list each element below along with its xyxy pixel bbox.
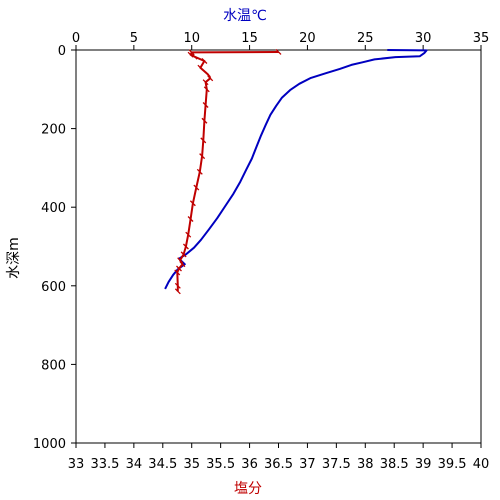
salinity-point-marker: [179, 261, 186, 268]
temperature-tick-label: 25: [357, 31, 374, 46]
salinity-tick-label: 34.5: [148, 457, 177, 472]
temperature-tick-label: 0: [72, 31, 80, 46]
salinity-tick-label: 33.5: [90, 457, 119, 472]
depth-axis-title: 水深m: [6, 237, 22, 279]
salinity-tick-label: 38.5: [380, 457, 409, 472]
salinity-tick-label: 37.5: [322, 457, 351, 472]
salinity-tick-label: 35.5: [206, 457, 235, 472]
salinity-point-marker: [182, 243, 189, 250]
salinity-point-marker: [174, 282, 181, 289]
salinity-point-marker: [275, 49, 282, 55]
salinity-tick-label: 36: [241, 457, 258, 472]
plot-frame: [75, 49, 482, 444]
depth-tick-label: 600: [41, 280, 66, 295]
salinity-tick-label: 39: [415, 457, 432, 472]
temperature-axis-title: 水温℃: [223, 8, 267, 24]
temperature-axis: 0 5 10 15 20 25 30 35: [72, 31, 489, 50]
salinity-point-marker: [202, 79, 209, 86]
salinity-point-marker: [185, 231, 192, 238]
salinity-point-marker: [187, 51, 194, 58]
salinity-tick-label: 35: [183, 457, 200, 472]
temperature-tick-label: 20: [299, 31, 316, 46]
salinity-axis-title: 塩分: [234, 481, 262, 497]
salinity-tick-label: 38: [357, 457, 374, 472]
temperature-tick-label: 15: [241, 31, 258, 46]
series-layer: [164, 49, 428, 295]
salinity-tick-label: 34: [126, 457, 143, 472]
temperature-tick-label: 30: [415, 31, 432, 46]
salinity-point-marker: [187, 216, 194, 222]
salinity-tick-label: 37: [299, 457, 316, 472]
salinity-point-marker: [201, 117, 208, 124]
salinity-point-marker: [180, 251, 187, 258]
depth-tick-label: 0: [58, 44, 66, 59]
salinity-point-marker: [200, 137, 207, 144]
salinity-tick-label: 36.5: [264, 457, 293, 472]
salinity-point-marker: [197, 64, 204, 71]
salinity-point-marker: [177, 257, 184, 264]
salinity-point-marker: [203, 86, 210, 93]
salinity-point-marker: [189, 200, 196, 207]
depth-tick-label: 1000: [33, 437, 66, 452]
salinity-point-marker: [193, 184, 200, 191]
salinity-point-marker: [176, 265, 182, 272]
salinity-point-marker: [174, 269, 181, 276]
temperature-tick-label: 35: [473, 31, 490, 46]
salinity-point-marker: [196, 168, 203, 175]
salinity-profile-line: [176, 51, 279, 292]
salinity-tick-label: 40: [473, 457, 490, 472]
salinity-tick-label: 39.5: [438, 457, 467, 472]
salinity-point-marker: [204, 71, 211, 78]
salinity-point-marker: [202, 102, 209, 108]
salinity-point-marker: [199, 153, 206, 160]
depth-tick-label: 400: [41, 201, 66, 216]
salinity-point-marker: [201, 58, 208, 64]
temperature-tick-label: 5: [130, 31, 138, 46]
salinity-point-marker: [188, 49, 195, 56]
depth-tick-label: 200: [41, 123, 66, 138]
salinity-tick-label: 33: [68, 457, 85, 472]
temperature-tick-label: 10: [183, 31, 200, 46]
temperature-profile-line: [164, 49, 428, 290]
depth-axis: 0 200 400 600 800 1000: [33, 44, 76, 452]
salinity-axis: 33 33.5 34 34.5 35 35.5 36 36.5 37 37.5 38 38.5 39 39…: [68, 443, 490, 472]
depth-tick-label: 800: [41, 358, 66, 373]
salinity-point-marker: [191, 53, 198, 60]
salinity-point-marker: [207, 75, 214, 82]
salinity-point-marker: [174, 288, 181, 295]
